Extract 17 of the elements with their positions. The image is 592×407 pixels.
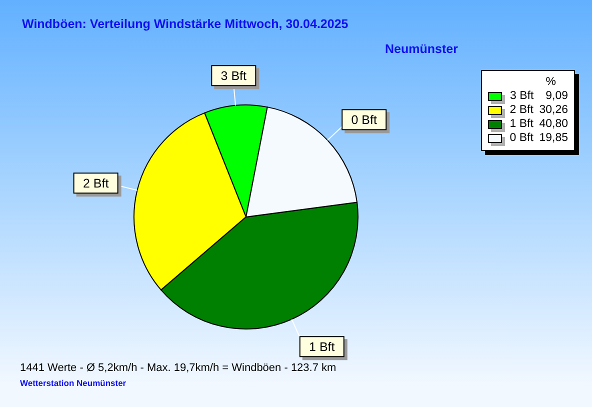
legend-label: 1 Bft — [510, 118, 534, 130]
legend-title: % — [544, 75, 557, 89]
chart-subtitle: Neumünster — [385, 42, 458, 56]
slice-label: 3 Bft — [220, 69, 248, 84]
data-label: 19,85 — [539, 132, 568, 144]
text: Wetterstation Neumünster — [20, 378, 126, 388]
slice-label: 2 Bft — [82, 176, 110, 191]
slice-label: 0 Bft — [351, 113, 378, 128]
data-label: 30,26 — [539, 104, 568, 116]
legend-label: 3 Bft — [510, 90, 535, 102]
legend-label: 0 Bft — [510, 132, 534, 144]
legend-label: 2 Bft — [510, 104, 534, 116]
data-label: 9,09 — [544, 90, 568, 102]
data-label: 40,80 — [539, 118, 568, 130]
chart-title: Windböen: Verteilung Windstärke Mittwoch, 30.04.2025 — [22, 17, 348, 31]
text: 1441 Werte - Ø 5,2km/h - Max. 19,7km/h = Windböen - 123.7 km — [20, 362, 336, 374]
slice-label: 1 Bft — [309, 340, 336, 354]
